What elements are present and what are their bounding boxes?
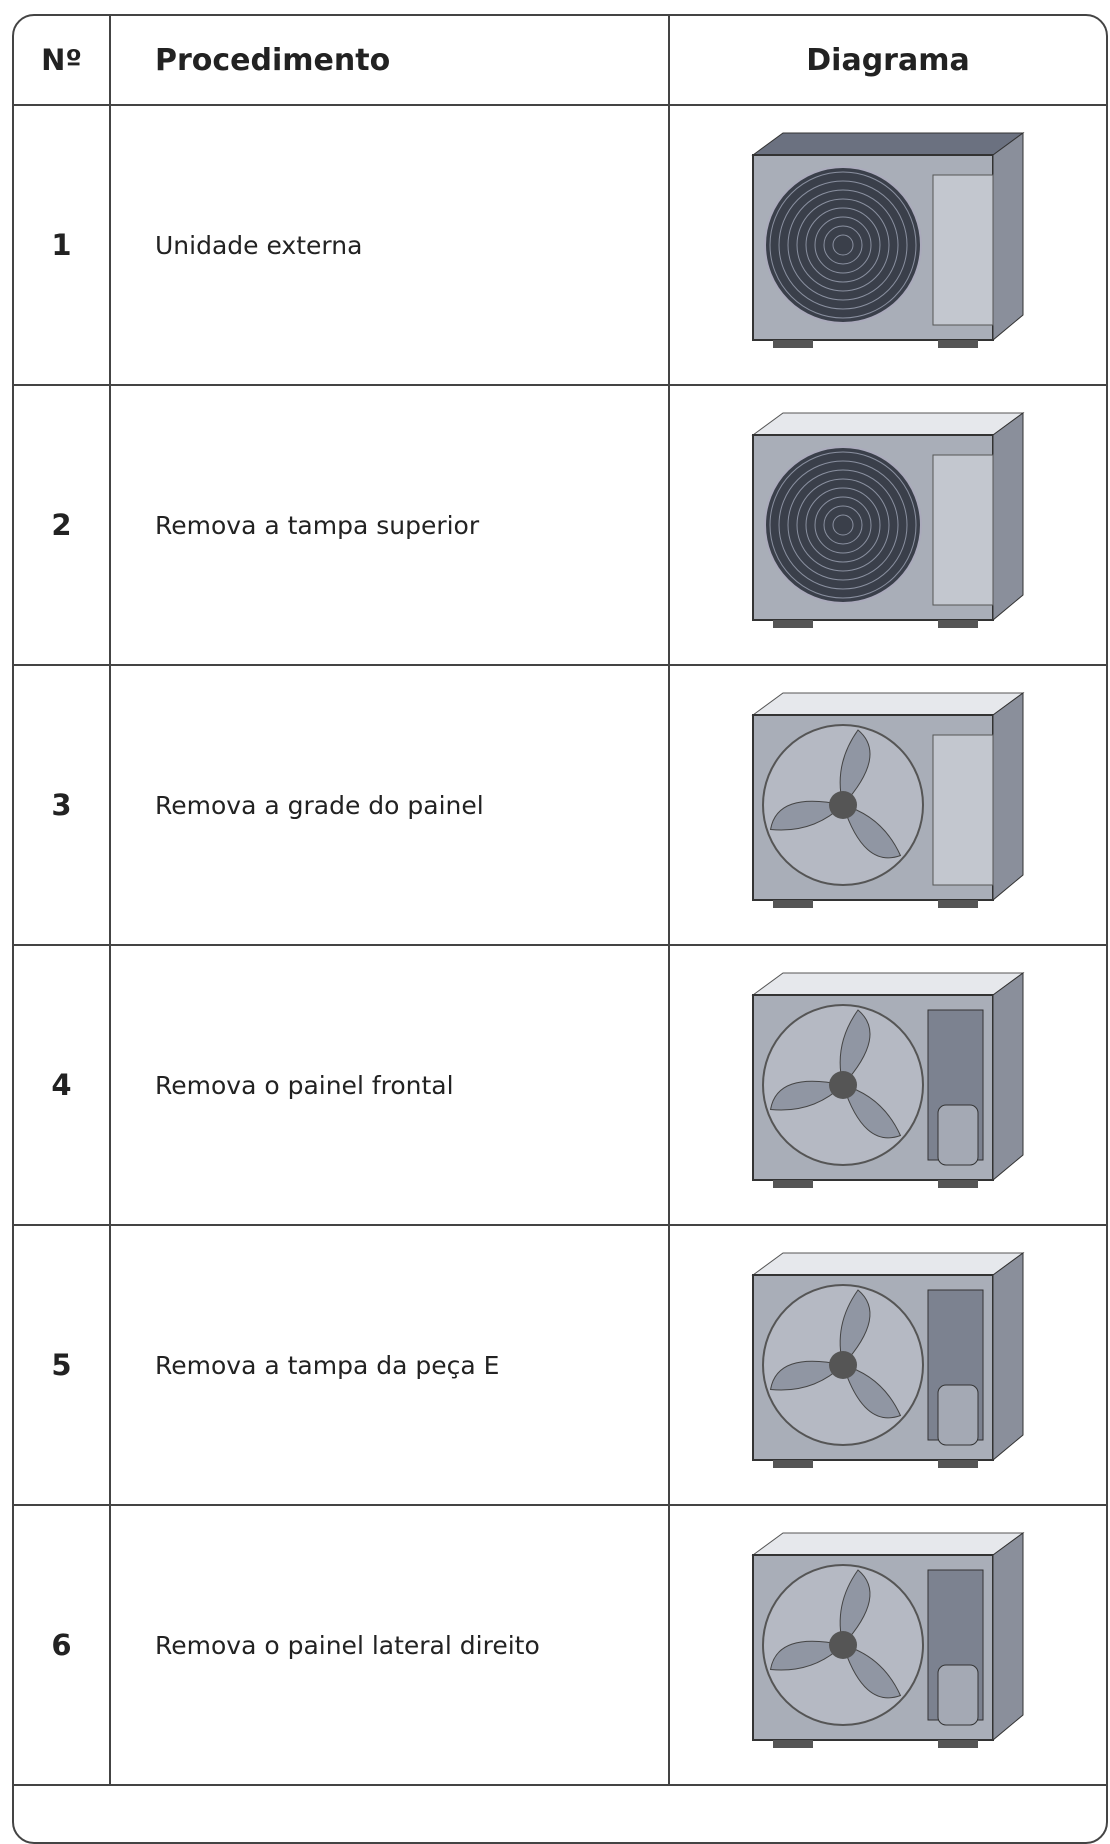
step-procedure: Remova a grade do painel — [111, 666, 670, 944]
table-row: 4 Remova o painel frontal — [14, 946, 1106, 1226]
page: Nº Procedimento Diagrama 1 Unidade externa 2… — [12, 14, 1108, 1844]
unit-diagram — [751, 412, 1025, 628]
step-number: 4 — [14, 946, 111, 1224]
step-procedure: Remova a tampa superior — [111, 386, 670, 664]
step-procedure: Remova o painel frontal — [111, 946, 670, 1224]
step-number: 5 — [14, 1226, 111, 1504]
table-row: 2 Remova a tampa superior — [14, 386, 1106, 666]
step-diagram — [670, 106, 1106, 384]
step-procedure: Remova o painel lateral direito — [111, 1506, 670, 1784]
step-number: 3 — [14, 666, 111, 944]
step-number: 6 — [14, 1506, 111, 1784]
step-diagram — [670, 386, 1106, 664]
table-row: 5 Remova a tampa da peça E — [14, 1226, 1106, 1506]
table-row: 1 Unidade externa — [14, 106, 1106, 386]
step-diagram — [670, 666, 1106, 944]
unit-diagram — [751, 132, 1025, 348]
step-diagram — [670, 1506, 1106, 1784]
step-number: 2 — [14, 386, 111, 664]
step-procedure: Remova a tampa da peça E — [111, 1226, 670, 1504]
header-number: Nº — [14, 16, 111, 104]
step-diagram — [670, 946, 1106, 1224]
table-row: 3 Remova a grade do painel — [14, 666, 1106, 946]
step-diagram — [670, 1226, 1106, 1504]
header-procedure: Procedimento — [111, 16, 670, 104]
table-row: 6 Remova o painel lateral direito — [14, 1506, 1106, 1786]
unit-diagram — [751, 692, 1025, 908]
procedure-table: Nº Procedimento Diagrama 1 Unidade externa 2… — [12, 14, 1108, 1844]
unit-diagram — [751, 1532, 1025, 1748]
header-diagram: Diagrama — [806, 42, 970, 78]
unit-diagram — [751, 1252, 1025, 1468]
unit-diagram — [751, 972, 1025, 1188]
header-row: Nº Procedimento Diagrama — [14, 16, 1106, 106]
step-number: 1 — [14, 106, 111, 384]
step-procedure: Unidade externa — [111, 106, 670, 384]
